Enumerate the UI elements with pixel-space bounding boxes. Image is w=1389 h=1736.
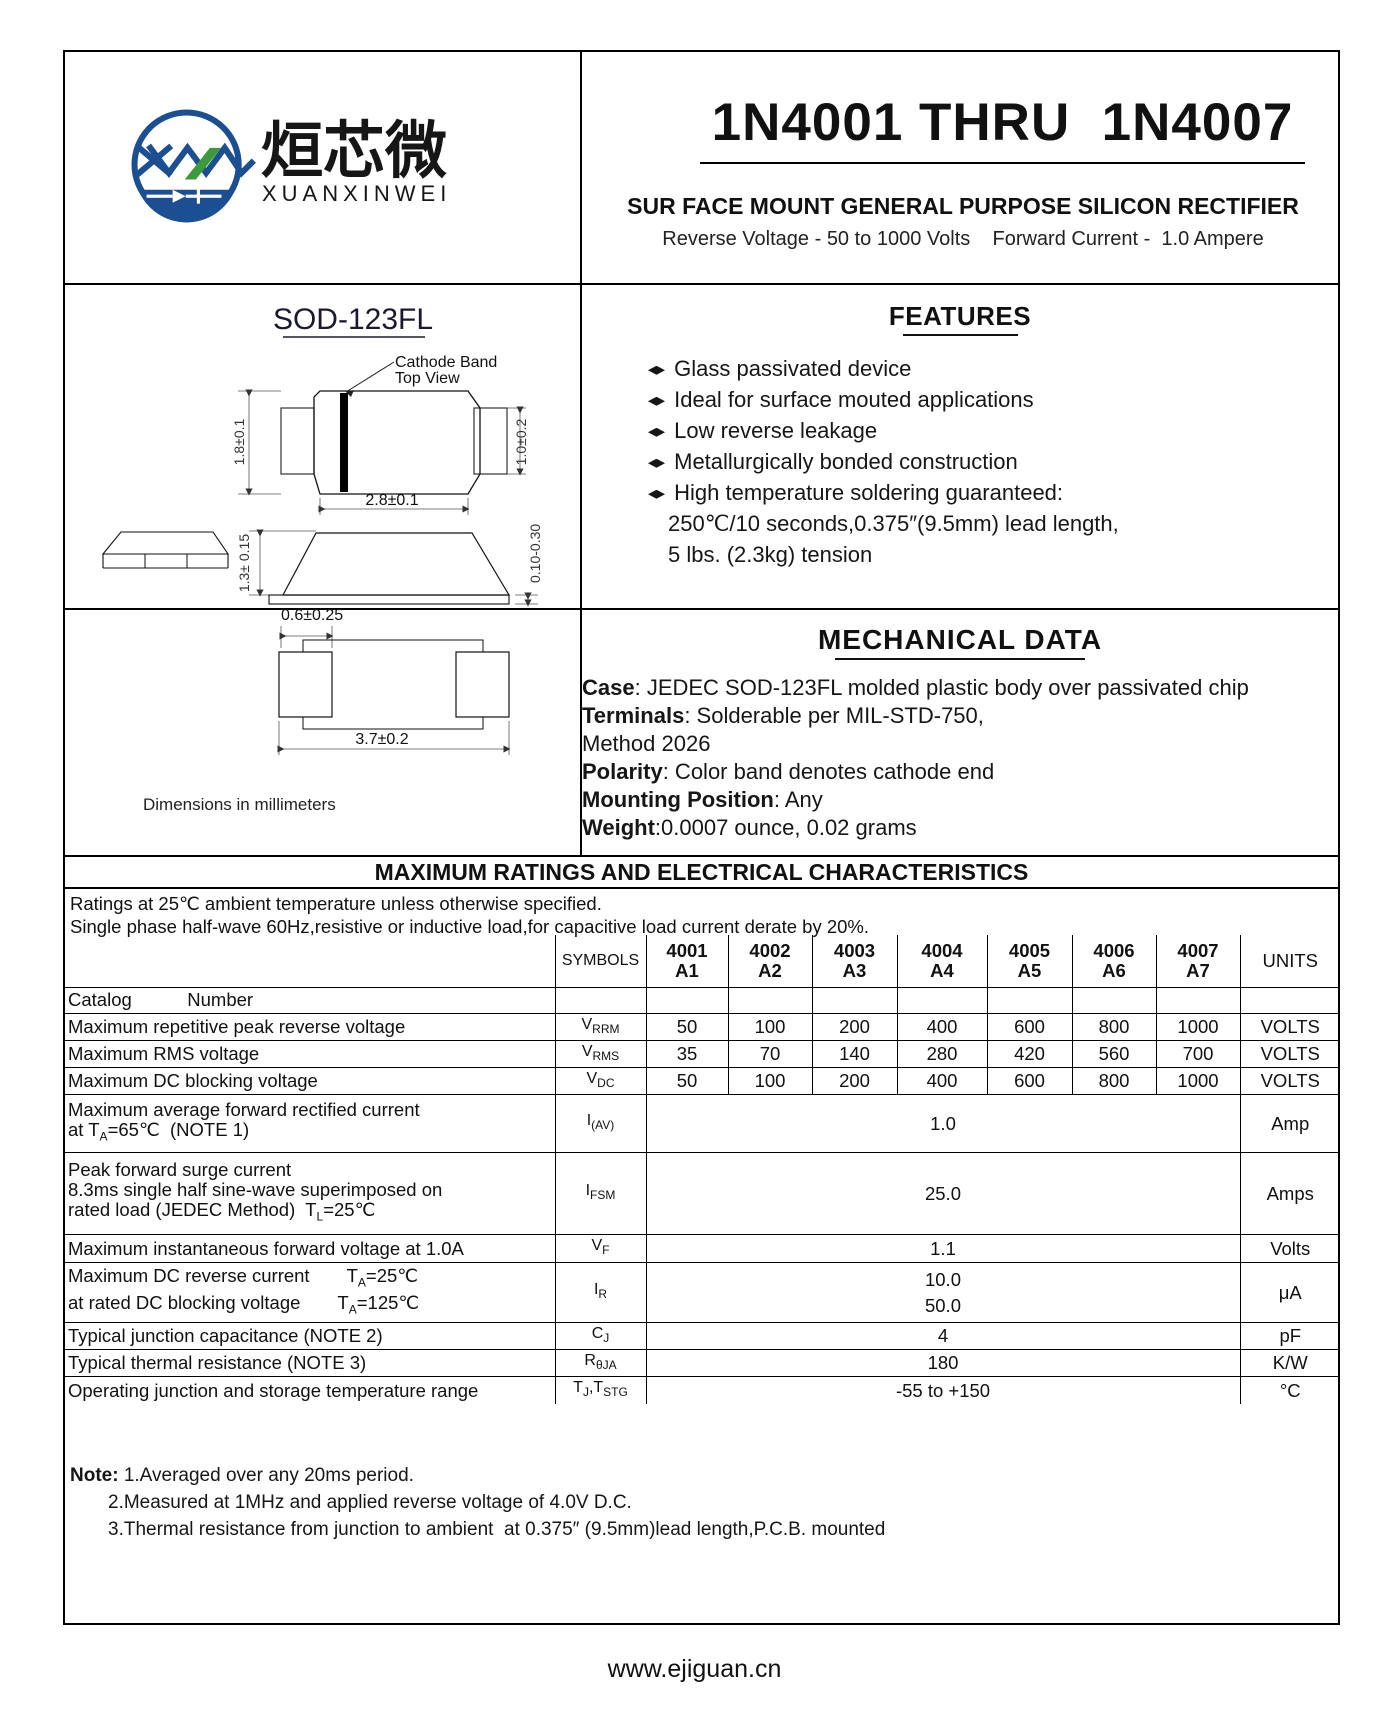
svg-text:1.8±0.1: 1.8±0.1 [231,418,247,465]
svg-text:烜芯微: 烜芯微 [261,117,447,186]
svg-text:SOD-123FL: SOD-123FL [273,303,433,336]
svg-text:1.3± 0.15: 1.3± 0.15 [236,534,252,592]
svg-text:1.0±0.2: 1.0±0.2 [513,418,529,465]
svg-text:3.7±0.2: 3.7±0.2 [355,731,408,748]
svg-text:Top View: Top View [395,370,460,387]
svg-text:0.10-0.30: 0.10-0.30 [527,524,543,583]
svg-text:Dimensions in millimeters: Dimensions in millimeters [143,795,336,814]
svg-text:Cathode Band: Cathode Band [395,354,497,371]
svg-text:0.6±0.25: 0.6±0.25 [281,607,343,624]
svg-text:XUANXINWEI: XUANXINWEI [262,181,451,206]
svg-text:2.8±0.1: 2.8±0.1 [365,492,418,509]
